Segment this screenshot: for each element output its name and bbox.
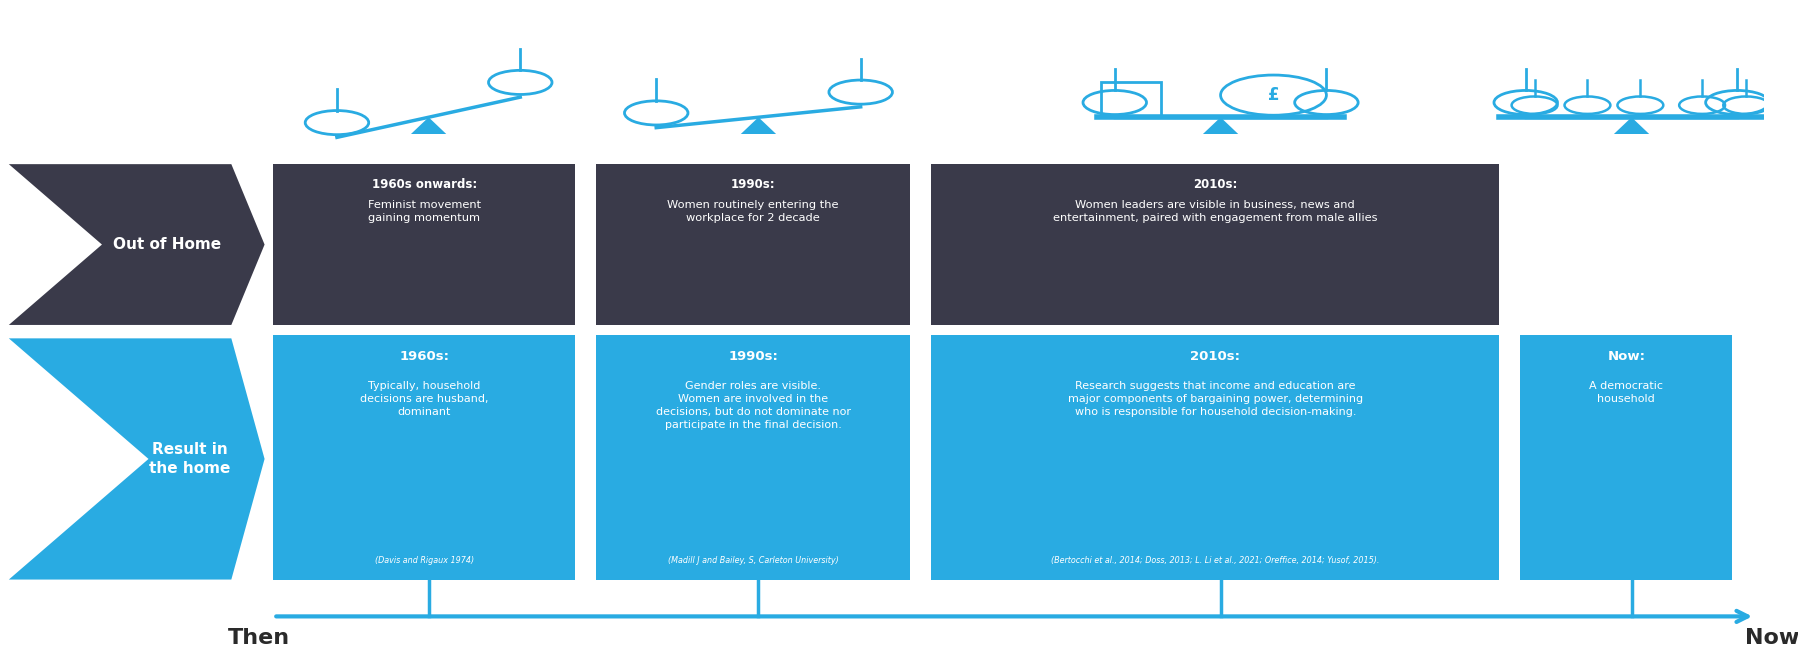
Text: A democratic
household: A democratic household — [1589, 381, 1663, 404]
Text: (Bertocchi et al., 2014; Doss, 2013; L. Li et al., 2021; Oreffice, 2014; Yusof, : (Bertocchi et al., 2014; Doss, 2013; L. … — [1052, 556, 1379, 565]
Text: 1990s:: 1990s: — [730, 178, 775, 190]
Polygon shape — [741, 117, 777, 134]
Polygon shape — [1615, 117, 1649, 134]
Polygon shape — [9, 338, 264, 580]
Text: 1960s:: 1960s: — [399, 350, 450, 362]
Bar — [597, 164, 910, 325]
Bar — [273, 164, 575, 325]
Bar — [1100, 82, 1162, 117]
Text: Research suggests that income and education are
major components of bargaining p: Research suggests that income and educat… — [1068, 381, 1363, 417]
Bar — [1521, 335, 1731, 580]
Text: Typically, household
decisions are husband,
dominant: Typically, household decisions are husba… — [360, 381, 489, 417]
Text: 2010s:: 2010s: — [1194, 178, 1237, 190]
Text: 1990s:: 1990s: — [728, 350, 779, 362]
Text: 2010s:: 2010s: — [1190, 350, 1241, 362]
Bar — [597, 335, 910, 580]
Text: Result in
the home: Result in the home — [149, 442, 230, 476]
Text: Women leaders are visible in business, news and
entertainment, paired with engag: Women leaders are visible in business, n… — [1054, 200, 1377, 223]
Text: Gender roles are visible.
Women are involved in the
decisions, but do not domina: Gender roles are visible. Women are invo… — [656, 381, 850, 430]
Text: Now:: Now: — [1607, 350, 1645, 362]
Text: Out of Home: Out of Home — [113, 237, 221, 252]
Text: (Davis and Rigaux 1974): (Davis and Rigaux 1974) — [374, 556, 473, 565]
Text: Feminist movement
gaining momentum: Feminist movement gaining momentum — [367, 200, 480, 223]
Text: Then: Then — [228, 628, 289, 649]
Bar — [273, 335, 575, 580]
Text: 1960s onwards:: 1960s onwards: — [372, 178, 476, 190]
Polygon shape — [9, 164, 264, 325]
Text: (Madill J and Bailey, S, Carleton University): (Madill J and Bailey, S, Carleton Univer… — [667, 556, 838, 565]
Text: Now: Now — [1746, 628, 1798, 649]
Polygon shape — [412, 117, 446, 134]
Bar — [931, 164, 1500, 325]
Text: £: £ — [1268, 86, 1278, 104]
Polygon shape — [1203, 117, 1239, 134]
Bar — [931, 335, 1500, 580]
Text: Women routinely entering the
workplace for 2 decade: Women routinely entering the workplace f… — [667, 200, 840, 223]
